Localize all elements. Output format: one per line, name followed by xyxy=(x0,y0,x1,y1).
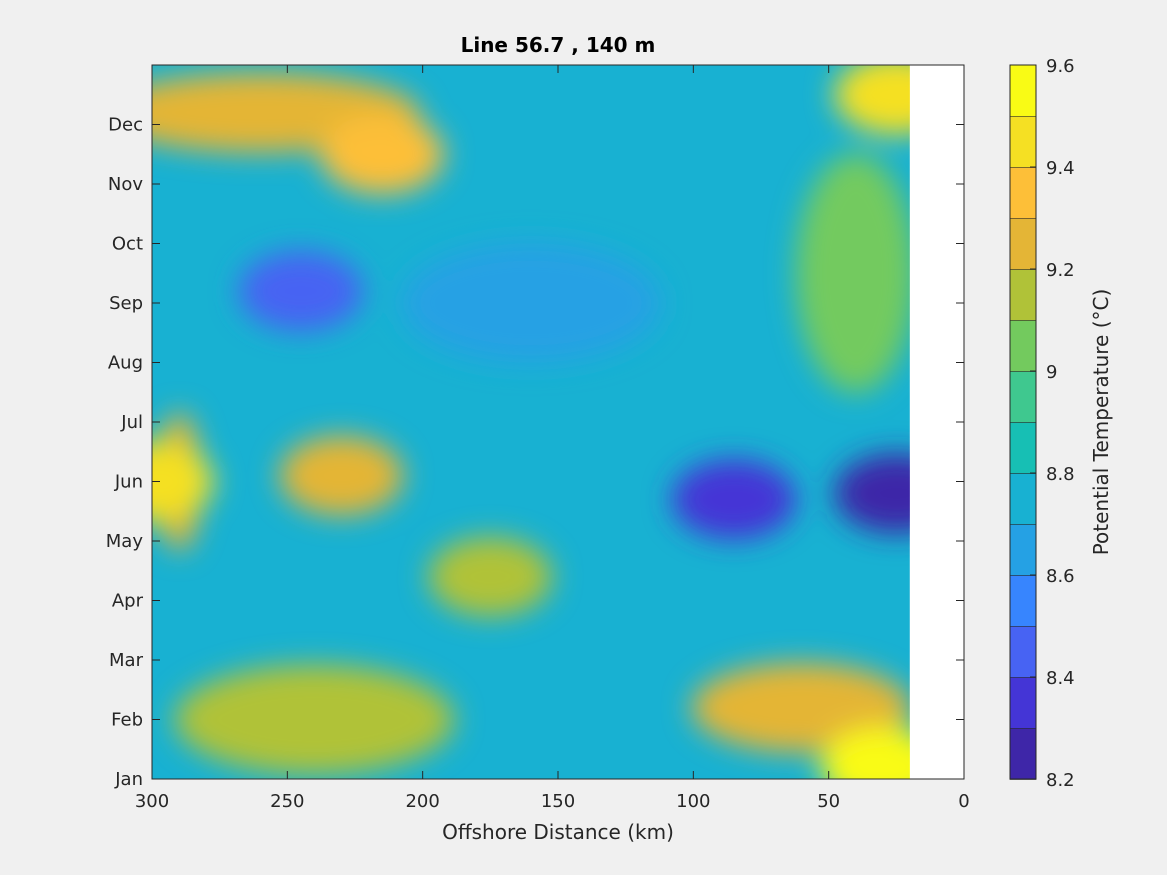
colorbar-tick-label: 8.4 xyxy=(1046,668,1075,689)
y-tick-label: Jan xyxy=(114,769,143,790)
colorbar-level xyxy=(1009,574,1037,627)
y-tick-label: Aug xyxy=(108,353,143,374)
colorbar-level xyxy=(1009,217,1037,270)
y-tick-label: May xyxy=(106,531,144,552)
contour-band xyxy=(174,664,455,775)
x-tick-label: 300 xyxy=(135,791,169,812)
y-tick-label: Oct xyxy=(112,234,143,255)
chart-title: Line 56.7 , 140 m xyxy=(461,33,656,57)
x-tick-label: 150 xyxy=(541,791,575,812)
colorbar-tick-label: 9.4 xyxy=(1046,158,1075,179)
colorbar-tick-label: 9 xyxy=(1046,362,1057,383)
colorbar-level xyxy=(1009,676,1037,729)
contour-feature xyxy=(238,251,363,332)
colorbar-tick-label: 8.2 xyxy=(1046,770,1075,791)
colorbar-frame xyxy=(1009,64,1037,780)
colorbar-level xyxy=(1009,625,1037,678)
y-tick-label: Apr xyxy=(112,591,144,612)
no-data-region xyxy=(909,65,964,779)
x-tick-label: 0 xyxy=(958,791,969,812)
contour-feature xyxy=(428,536,553,617)
colorbar-level xyxy=(1009,370,1037,423)
colorbar: 8.2 8.4 8.6 8.8 9 9.2 9.4 9.6 Potential Tempera… xyxy=(1009,56,1113,791)
contour-band xyxy=(795,153,916,394)
y-tick-label: Mar xyxy=(109,650,144,671)
colorbar-level xyxy=(1009,64,1037,117)
contour-base xyxy=(152,65,910,779)
colorbar-ticks: 8.2 8.4 8.6 8.8 9 9.2 9.4 9.6 xyxy=(1030,56,1075,791)
contour-feature xyxy=(279,435,404,516)
y-axis: Jan Feb Mar Apr May Jun Jul Aug Sep Oct Nov Dec xyxy=(106,115,964,790)
x-axis: 300 250 200 150 100 50 0 xyxy=(135,65,970,812)
colorbar-level xyxy=(1009,319,1037,372)
y-tick-label: Sep xyxy=(109,293,143,314)
colorbar-tick-label: 8.8 xyxy=(1046,464,1075,485)
colorbar-level xyxy=(1009,472,1037,525)
y-tick-label: Feb xyxy=(111,710,143,731)
contour-band xyxy=(400,243,661,363)
colorbar-level xyxy=(1009,115,1037,168)
colorbar-level xyxy=(1009,268,1037,321)
colorbar-tick-label: 9.6 xyxy=(1046,56,1075,77)
colorbar-tick-label: 9.2 xyxy=(1046,260,1075,281)
colorbar-level xyxy=(1009,523,1037,576)
contour-field xyxy=(152,65,964,779)
contour-band xyxy=(691,662,912,753)
plot-area: 300 250 200 150 100 50 0 Jan Feb Mar Apr May Jun Jul… xyxy=(106,64,970,812)
colorbar-level xyxy=(1009,421,1037,474)
contour-blobs xyxy=(152,65,959,779)
y-tick-label: Dec xyxy=(108,115,143,136)
colorbar-tick-label: 8.6 xyxy=(1046,566,1075,587)
x-tick-label: 200 xyxy=(405,791,439,812)
colorbar-level xyxy=(1009,727,1037,780)
y-tick-label: Jun xyxy=(114,472,143,493)
colorbar-level xyxy=(1009,166,1037,219)
contour-feature xyxy=(320,114,445,195)
y-tick-label: Nov xyxy=(108,174,143,195)
x-tick-label: 100 xyxy=(676,791,710,812)
y-tick-label: Jul xyxy=(120,412,143,433)
colorbar-blocks xyxy=(1009,64,1037,780)
x-axis-label: Offshore Distance (km) xyxy=(442,820,674,844)
contour-feature xyxy=(671,459,796,540)
x-tick-label: 50 xyxy=(817,791,840,812)
colorbar-label: Potential Temperature (°C) xyxy=(1089,289,1113,556)
contour-feature xyxy=(152,441,214,522)
x-tick-label: 250 xyxy=(270,791,304,812)
